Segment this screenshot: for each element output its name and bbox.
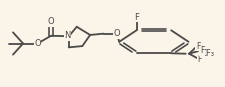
Text: F: F (200, 46, 204, 55)
Text: F: F (196, 42, 200, 51)
Text: O: O (114, 29, 120, 38)
Text: CF₃: CF₃ (200, 49, 214, 58)
Text: F: F (134, 13, 139, 21)
Text: N: N (65, 31, 71, 40)
Text: F: F (197, 55, 201, 64)
Text: O: O (34, 39, 41, 48)
Text: O: O (48, 17, 54, 26)
